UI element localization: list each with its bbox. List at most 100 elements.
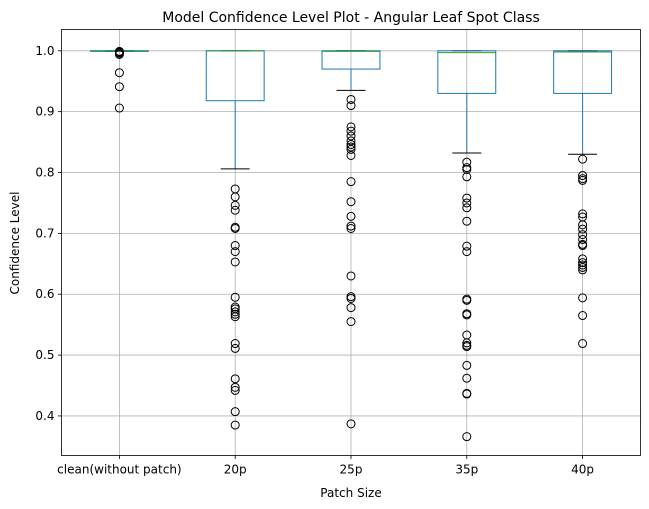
- outlier-point: [230, 374, 240, 384]
- y-tick-label: 0.5: [35, 348, 54, 362]
- outlier-point: [578, 254, 588, 264]
- outlier-point: [346, 122, 356, 132]
- outlier-point: [114, 68, 124, 78]
- outlier-point: [230, 257, 240, 267]
- outlier-point: [578, 209, 588, 219]
- outlier-point: [230, 241, 240, 251]
- outlier-point: [230, 343, 240, 353]
- outlier-point: [578, 339, 588, 349]
- outlier-point: [578, 293, 588, 303]
- y-tick-label: 0.6: [35, 287, 54, 301]
- outlier-point: [578, 265, 588, 275]
- box-group: [89, 46, 149, 113]
- outlier-point: [578, 258, 588, 268]
- outlier-point: [346, 271, 356, 281]
- outlier-point: [230, 307, 240, 317]
- outlier-point: [462, 193, 472, 203]
- outlier-point: [462, 342, 472, 352]
- y-axis-label: Confidence Level: [8, 192, 22, 295]
- outlier-point: [230, 420, 240, 430]
- outlier-point: [462, 338, 472, 348]
- outlier-point: [462, 310, 472, 320]
- outlier-point: [230, 292, 240, 302]
- iqr-box: [321, 50, 381, 70]
- outlier-point: [462, 157, 472, 167]
- box-group: [553, 50, 613, 349]
- outlier-point: [346, 303, 356, 313]
- outlier-point: [462, 203, 472, 213]
- outlier-point: [230, 312, 240, 322]
- outlier-point: [346, 136, 356, 146]
- outlier-point: [578, 234, 588, 244]
- iqr-box: [553, 50, 613, 94]
- y-tick-label: 0.8: [35, 166, 54, 180]
- outlier-point: [462, 216, 472, 226]
- outlier-point: [230, 200, 240, 210]
- outlier-point: [346, 140, 356, 150]
- outlier-point: [578, 311, 588, 321]
- outlier-point: [578, 224, 588, 234]
- outlier-point: [462, 164, 472, 174]
- outlier-point: [230, 339, 240, 349]
- outlier-point: [462, 432, 472, 442]
- outlier-point: [578, 262, 588, 272]
- outlier-point: [230, 247, 240, 257]
- x-axis-label: Patch Size: [320, 486, 381, 500]
- box-group: [205, 50, 265, 430]
- y-tick-label: 0.4: [35, 409, 54, 423]
- outlier-point: [230, 205, 240, 215]
- outlier-point: [230, 385, 240, 395]
- outlier-point: [230, 309, 240, 319]
- outlier-point: [114, 103, 124, 113]
- outlier-point: [578, 154, 588, 164]
- tick-layer: 0.4 0.5 0.6 0.7 0.8 0.9 1.0 clean(without patch…: [35, 44, 594, 477]
- chart-title: Model Confidence Level Plot - Angular Le…: [162, 10, 540, 26]
- outlier-point: [346, 224, 356, 234]
- outlier-point: [114, 82, 124, 92]
- outlier-point: [462, 241, 472, 251]
- outlier-point: [578, 241, 588, 251]
- outlier-point: [346, 317, 356, 327]
- outlier-point: [114, 49, 124, 59]
- outlier-point: [578, 230, 588, 240]
- outlier-point: [578, 260, 588, 270]
- outlier-point: [230, 407, 240, 417]
- outlier-point: [462, 360, 472, 370]
- outlier-point: [230, 382, 240, 392]
- x-tick-label: 20p: [224, 463, 247, 477]
- iqr-box: [437, 50, 497, 94]
- outlier-point: [346, 197, 356, 207]
- y-tick-label: 0.9: [35, 105, 54, 119]
- outlier-point: [346, 126, 356, 136]
- outlier-point: [578, 171, 588, 181]
- outlier-point: [346, 144, 356, 154]
- outlier-point: [462, 198, 472, 208]
- box-layer: [89, 46, 613, 442]
- x-tick-label: 40p: [571, 463, 594, 477]
- outlier-point: [346, 211, 356, 221]
- y-tick-label: 1.0: [35, 44, 54, 58]
- outlier-point: [230, 192, 240, 202]
- outlier-point: [346, 177, 356, 187]
- x-tick-label: 25p: [340, 463, 363, 477]
- outlier-point: [578, 175, 588, 185]
- x-tick-label: clean(without patch): [57, 463, 181, 477]
- y-tick-label: 0.7: [35, 226, 54, 240]
- x-tick-label: 35p: [455, 463, 478, 477]
- outlier-point: [462, 389, 472, 399]
- outlier-point: [346, 94, 356, 104]
- outlier-point: [346, 419, 356, 429]
- outlier-point: [462, 295, 472, 305]
- outlier-point: [462, 247, 472, 257]
- outlier-point: [346, 142, 356, 152]
- outlier-point: [346, 150, 356, 160]
- box-group: [437, 50, 497, 442]
- outlier-point: [462, 373, 472, 383]
- outlier-point: [230, 224, 240, 234]
- outlier-point: [346, 293, 356, 303]
- box-group: [321, 50, 381, 429]
- outlier-point: [462, 172, 472, 182]
- outlier-point: [346, 101, 356, 111]
